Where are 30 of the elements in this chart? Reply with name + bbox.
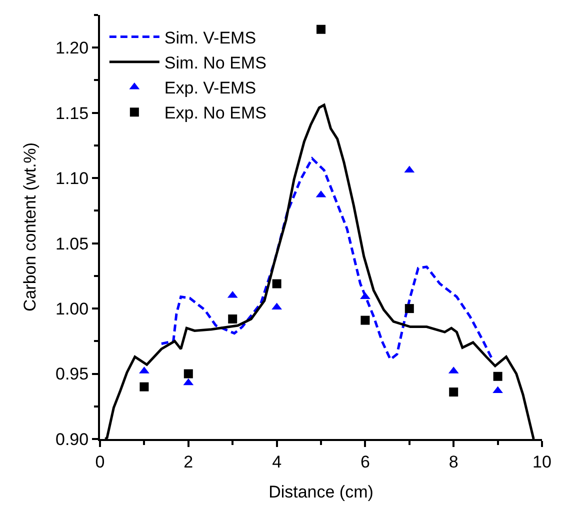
y-axis-title: Carbon content (wt.%) xyxy=(20,142,40,312)
point xyxy=(184,369,193,378)
x-tick-label: 0 xyxy=(95,452,105,472)
point xyxy=(493,372,502,381)
y-tick-label: 1.05 xyxy=(56,234,89,254)
x-tick-label: 2 xyxy=(184,452,194,472)
y-tick-label: 0.95 xyxy=(56,364,89,384)
line-series xyxy=(160,157,494,362)
x-axis-title: Distance (cm) xyxy=(268,482,374,502)
y-tick-label: 1.10 xyxy=(56,169,89,188)
point xyxy=(449,388,458,397)
y-tick-label: 1.00 xyxy=(56,299,89,318)
legend-label: Sim. V-EMS xyxy=(164,28,256,48)
point xyxy=(272,279,282,288)
point xyxy=(360,316,370,325)
x-tick-label: 6 xyxy=(360,452,370,472)
legend-label: Exp. V-EMS xyxy=(164,78,256,98)
x-tick-label: 4 xyxy=(272,452,282,472)
x-tick-label: 10 xyxy=(532,452,552,472)
point xyxy=(228,314,238,324)
y-tick-label: 0.90 xyxy=(56,430,89,449)
point xyxy=(316,24,326,34)
x-tick-label: 8 xyxy=(448,452,458,472)
legend-label: Sim. No EMS xyxy=(164,54,266,73)
point xyxy=(140,382,149,392)
y-tick-label: 1.20 xyxy=(56,38,89,58)
legend-label: Exp. No EMS xyxy=(164,104,266,123)
point xyxy=(404,304,414,314)
y-tick-label: 1.15 xyxy=(56,104,89,123)
point xyxy=(360,292,370,300)
